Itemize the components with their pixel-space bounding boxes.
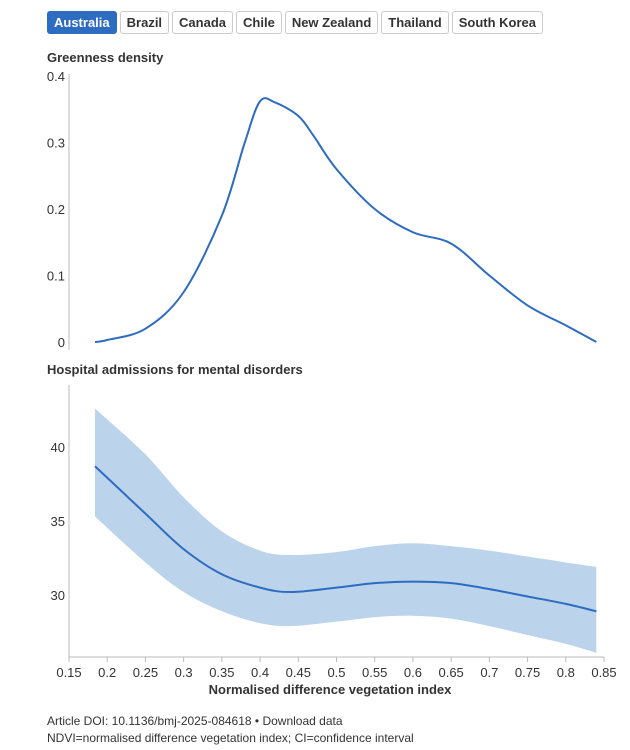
x-tick-label: 0.2 [98, 665, 116, 680]
country-tabs: Australia Brazil Canada Chile New Zealand Tha… [47, 11, 544, 34]
x-tick-label: 0.15 [56, 665, 81, 680]
admissions-line [94, 465, 597, 613]
x-tick-label: 0.3 [175, 665, 193, 680]
tab-canada[interactable]: Canada [172, 11, 234, 34]
separator-dot: • [254, 714, 260, 728]
x-tick-label: 0.8 [557, 665, 575, 680]
admissions-chart-title: Hospital admissions for mental disorders [47, 362, 303, 377]
admissions-y-tick: 35 [51, 514, 65, 529]
tab-australia[interactable]: Australia [47, 11, 117, 34]
density-chart-title: Greenness density [47, 50, 164, 65]
x-tick-label: 0.25 [133, 665, 158, 680]
footer-note: NDVI=normalised difference vegetation in… [47, 731, 414, 745]
tab-thailand[interactable]: Thailand [381, 11, 449, 34]
x-tick-label: 0.45 [286, 665, 311, 680]
tab-new-zealand[interactable]: New Zealand [284, 11, 379, 34]
density-y-tick: 0 [58, 335, 65, 350]
download-data-link[interactable]: Download data [262, 714, 343, 728]
tab-chile[interactable]: Chile [236, 11, 282, 34]
x-tick-label: 0.35 [209, 665, 234, 680]
x-tick-label: 0.5 [327, 665, 345, 680]
tab-south-korea[interactable]: South Korea [451, 11, 544, 34]
confidence-band [94, 408, 597, 653]
density-y-tick: 0.2 [47, 202, 65, 217]
x-tick-label: 0.4 [251, 665, 269, 680]
x-tick-label: 0.85 [591, 665, 616, 680]
footer-doi-line: Article DOI: 10.1136/bmj-2025-084618 • D… [47, 714, 343, 728]
admissions-y-tick: 40 [51, 440, 65, 455]
chart-area: 0 0.1 0.2 0.3 0.4 30 35 40 0.15 0.2 0.25 0.3 0.35 0.4… [47, 69, 617, 680]
admissions-y-tick: 30 [51, 588, 65, 603]
x-tick-label: 0.65 [438, 665, 463, 680]
article-doi: Article DOI: 10.1136/bmj-2025-084618 [47, 714, 252, 728]
x-axis-label: Normalised difference vegetation index [208, 682, 452, 697]
x-tick-label: 0.55 [362, 665, 387, 680]
x-tick-label: 0.7 [480, 665, 498, 680]
density-y-tick: 0.4 [47, 69, 65, 84]
x-tick-label: 0.6 [404, 665, 422, 680]
density-y-tick: 0.3 [47, 136, 65, 151]
density-y-tick: 0.1 [47, 269, 65, 284]
tab-brazil[interactable]: Brazil [119, 11, 170, 34]
x-tick-label: 0.75 [515, 665, 540, 680]
density-line [94, 97, 597, 343]
